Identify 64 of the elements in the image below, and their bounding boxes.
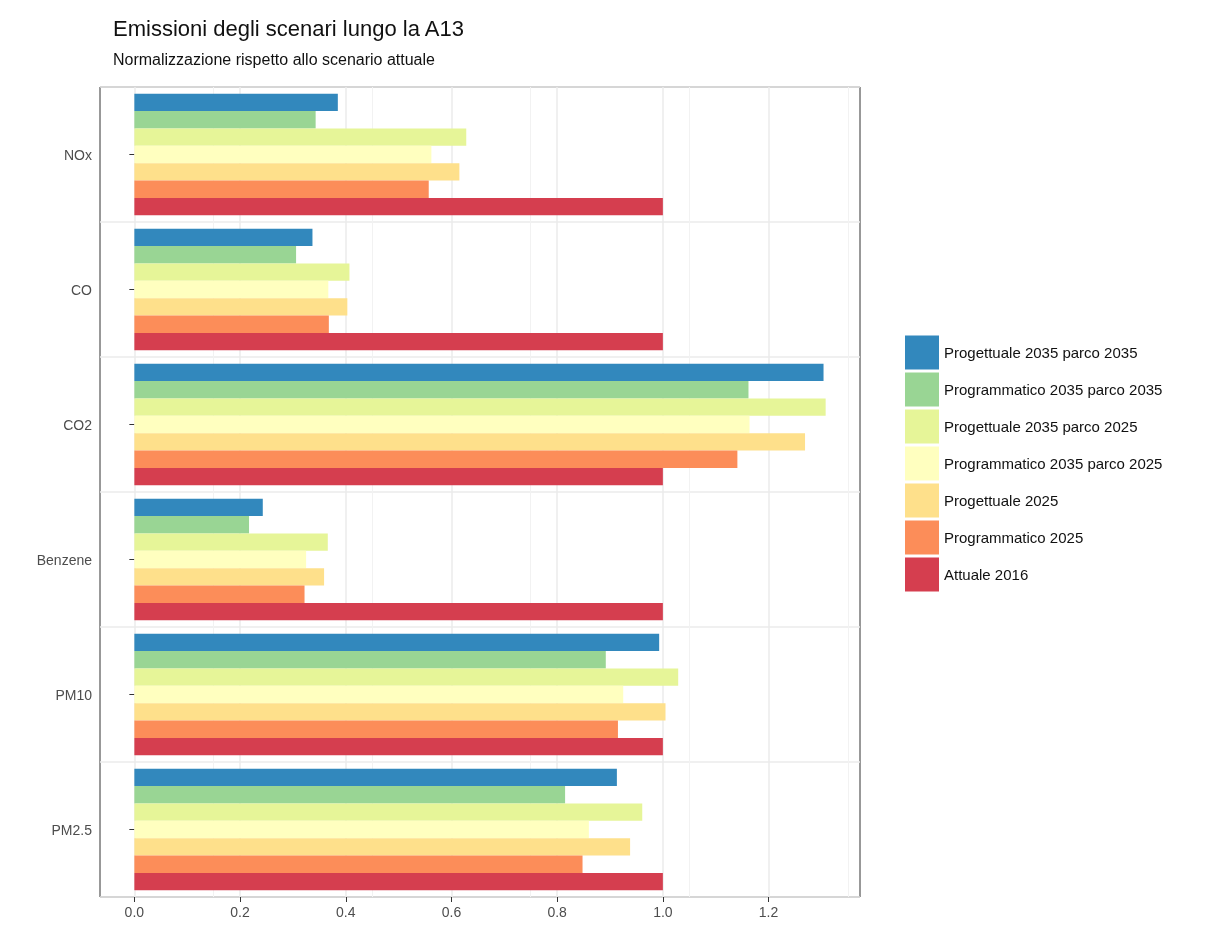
bar bbox=[134, 398, 826, 416]
chart-subtitle: Normalizzazione rispetto allo scenario attuale bbox=[113, 50, 436, 68]
x-tick-label: 1.0 bbox=[653, 904, 673, 920]
y-tick-label: PM2.5 bbox=[51, 821, 93, 838]
bar bbox=[134, 263, 350, 281]
bar bbox=[134, 197, 663, 216]
bar bbox=[134, 720, 618, 738]
legend-label: Programmatico 2025 bbox=[944, 529, 1084, 546]
x-tick-label: 0.4 bbox=[336, 904, 356, 920]
bar bbox=[134, 280, 329, 299]
bar bbox=[134, 93, 338, 112]
bar bbox=[134, 163, 460, 181]
chart-title: Emissioni degli scenari lungo la A13 bbox=[113, 15, 464, 41]
x-tick-label: 0.0 bbox=[124, 904, 145, 920]
bar bbox=[134, 516, 250, 534]
bar bbox=[134, 550, 307, 569]
bar bbox=[134, 803, 643, 821]
bar bbox=[134, 381, 749, 399]
bar bbox=[134, 467, 663, 486]
bar bbox=[134, 585, 305, 603]
bar bbox=[134, 433, 806, 451]
legend-label: Programmatico 2035 parco 2035 bbox=[944, 381, 1163, 398]
bar bbox=[134, 568, 325, 586]
bar bbox=[134, 633, 660, 652]
bar bbox=[134, 298, 348, 316]
x-tick-label: 1.2 bbox=[758, 904, 779, 920]
legend-label: Progettuale 2035 parco 2025 bbox=[944, 418, 1138, 435]
bar bbox=[134, 111, 316, 129]
x-tick-label: 0.2 bbox=[230, 904, 250, 920]
bar bbox=[134, 498, 263, 517]
bar bbox=[134, 228, 313, 247]
bar bbox=[134, 820, 589, 839]
bar bbox=[134, 363, 824, 382]
bar bbox=[134, 838, 631, 856]
y-tick-label: Benzene bbox=[36, 551, 93, 568]
bar bbox=[134, 855, 583, 873]
bar bbox=[134, 246, 297, 264]
y-tick-label: PM10 bbox=[55, 686, 93, 703]
y-tick-label: NOx bbox=[64, 146, 92, 163]
bar bbox=[134, 768, 617, 787]
legend-label: Attuale 2016 bbox=[944, 566, 1029, 583]
bar bbox=[134, 145, 432, 164]
bar bbox=[134, 128, 467, 146]
legend-label: Progettuale 2025 bbox=[944, 492, 1059, 509]
legend-label: Programmatico 2035 parco 2025 bbox=[944, 455, 1163, 472]
bar bbox=[134, 315, 329, 333]
x-tick-label: 0.6 bbox=[441, 904, 462, 920]
bar bbox=[134, 668, 679, 686]
bar bbox=[134, 415, 750, 434]
bar bbox=[134, 737, 663, 756]
bar bbox=[134, 786, 566, 804]
bar bbox=[134, 872, 663, 891]
x-tick-label: 0.8 bbox=[547, 904, 568, 920]
bar bbox=[134, 685, 624, 704]
bar bbox=[134, 651, 606, 669]
bar bbox=[134, 450, 738, 468]
bar bbox=[134, 533, 328, 551]
bar bbox=[134, 602, 663, 621]
y-tick-label: CO bbox=[71, 281, 93, 298]
bar bbox=[134, 180, 429, 198]
y-tick-label: CO2 bbox=[63, 416, 93, 433]
legend-label: Progettuale 2035 parco 2035 bbox=[944, 344, 1138, 361]
bar bbox=[134, 332, 663, 351]
bar bbox=[134, 703, 666, 721]
